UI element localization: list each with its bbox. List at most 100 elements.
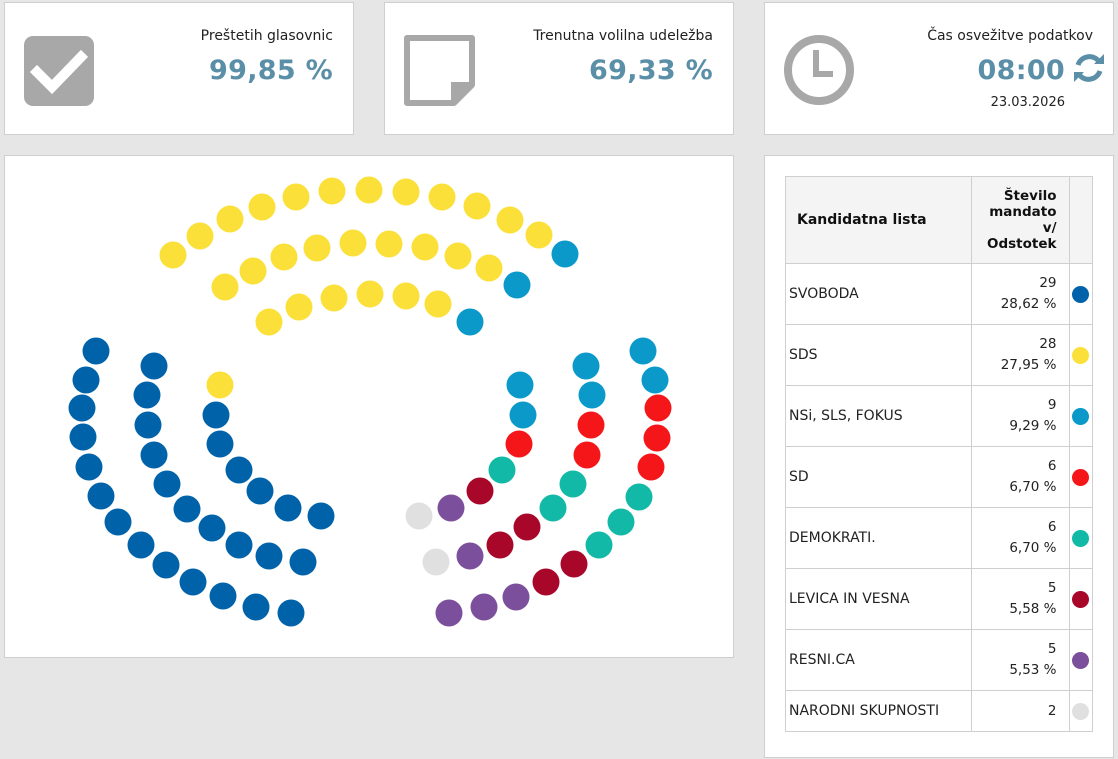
seat-sd	[644, 394, 672, 422]
seat-sds	[211, 273, 239, 301]
seat-sds	[248, 193, 276, 221]
seat-sd	[577, 411, 605, 439]
seat-nsi	[551, 240, 579, 268]
seat-svoboda	[133, 381, 161, 409]
seat-svoboda	[198, 514, 226, 542]
seat-sds	[411, 233, 439, 261]
party-seats: 5	[1047, 580, 1057, 596]
seat-svoboda	[104, 508, 132, 536]
results-card: Kandidatna lista Število mandato v/ Odst…	[764, 155, 1114, 758]
party-color-dot	[1072, 651, 1090, 669]
seat-demokrati	[625, 483, 653, 511]
party-color-cell	[1068, 629, 1093, 691]
party-seats: 5	[1047, 641, 1057, 657]
seat-resni	[437, 494, 465, 522]
seat-sds	[392, 282, 420, 310]
refresh-date: 23.03.2026	[990, 95, 1065, 110]
seat-sds	[475, 254, 503, 282]
results-header-row: Kandidatna lista Število mandato v/ Odst…	[785, 176, 1093, 264]
seat-svoboda	[242, 593, 270, 621]
party-color-cell	[1068, 446, 1093, 508]
results-row: LEVICA IN VESNA 5 5,58 %	[785, 568, 1093, 630]
party-name: SVOBODA	[785, 263, 972, 325]
seat-levica	[466, 477, 494, 505]
seat-svoboda	[206, 430, 234, 458]
party-color-cell	[1068, 568, 1093, 630]
results-table: Kandidatna lista Število mandato v/ Odst…	[785, 176, 1093, 732]
seat-sds	[303, 234, 331, 262]
seat-resni	[470, 593, 498, 621]
party-seats: 2	[1047, 702, 1057, 719]
seat-sd	[573, 441, 601, 469]
party-seats-cell: 2	[970, 690, 1070, 732]
seat-sds	[255, 308, 283, 336]
seat-svoboda	[246, 477, 274, 505]
seat-svoboda	[225, 456, 253, 484]
seat-sds	[339, 229, 367, 257]
seat-nsi	[506, 371, 534, 399]
party-name: RESNI.CA	[785, 629, 972, 691]
seat-sds	[428, 183, 456, 211]
seat-resni	[456, 542, 484, 570]
seat-nsi	[572, 352, 600, 380]
seat-levica	[560, 550, 588, 578]
seat-svoboda	[202, 401, 230, 429]
party-name: NARODNI SKUPNOSTI	[785, 690, 972, 732]
results-row: NARODNI SKUPNOSTI 2	[785, 690, 1093, 732]
seat-sds	[375, 230, 403, 258]
party-name: SD	[785, 446, 972, 508]
seat-resni	[435, 599, 463, 627]
refresh-time-card: Čas osvežitve podatkov 08:00 23.03.2026	[764, 2, 1114, 135]
turnout-value: 69,33 %	[589, 55, 713, 86]
seat-sds	[463, 192, 491, 220]
seat-svoboda	[289, 548, 317, 576]
seat-sds	[392, 178, 420, 206]
seat-levica	[532, 568, 560, 596]
refresh-icon[interactable]	[1071, 50, 1107, 90]
party-color-cell	[1068, 324, 1093, 386]
seat-sds	[356, 280, 384, 308]
seat-sds	[285, 293, 313, 321]
seat-svoboda	[307, 502, 335, 530]
ballots-counted-card: Preštetih glasovnic 99,85 %	[4, 2, 354, 135]
seat-sds	[424, 290, 452, 318]
party-color-dot	[1072, 346, 1090, 364]
seat-svoboda	[68, 394, 96, 422]
seat-sds	[159, 241, 187, 269]
party-percent: 5,53 %	[1009, 662, 1057, 678]
party-seats: 28	[1039, 336, 1057, 352]
seat-sds	[318, 177, 346, 205]
seat-svoboda	[140, 352, 168, 380]
party-name: DEMOKRATI.	[785, 507, 972, 569]
party-color-cell	[1068, 690, 1093, 732]
seat-demokrati	[585, 531, 613, 559]
party-seats-cell: 5 5,53 %	[970, 629, 1070, 691]
header-seats: Število mandato v/ Odstotek	[970, 176, 1070, 264]
party-seats: 9	[1047, 397, 1057, 413]
seat-sds	[320, 284, 348, 312]
party-color-cell	[1068, 507, 1093, 569]
party-color-dot	[1072, 407, 1090, 425]
party-name: SDS	[785, 324, 972, 386]
party-seats: 6	[1047, 458, 1057, 474]
party-color-dot	[1072, 702, 1090, 720]
party-percent: 27,95 %	[1000, 357, 1057, 373]
checkbox-icon	[24, 36, 94, 110]
note-icon	[404, 35, 476, 111]
seat-sds	[186, 222, 214, 250]
seat-sds	[216, 205, 244, 233]
seat-sd	[505, 430, 533, 458]
seat-svoboda	[140, 441, 168, 469]
seat-sd	[637, 453, 665, 481]
seat-sds	[206, 371, 234, 399]
seat-svoboda	[255, 542, 283, 570]
seat-demokrati	[607, 508, 635, 536]
seat-svoboda	[69, 423, 97, 451]
seat-svoboda	[225, 531, 253, 559]
results-row: RESNI.CA 5 5,53 %	[785, 629, 1093, 691]
party-percent: 28,62 %	[1000, 296, 1057, 312]
seat-nsi	[503, 271, 531, 299]
seat-demokrati	[559, 470, 587, 498]
party-percent: 6,70 %	[1009, 479, 1057, 495]
seat-svoboda	[277, 599, 305, 627]
